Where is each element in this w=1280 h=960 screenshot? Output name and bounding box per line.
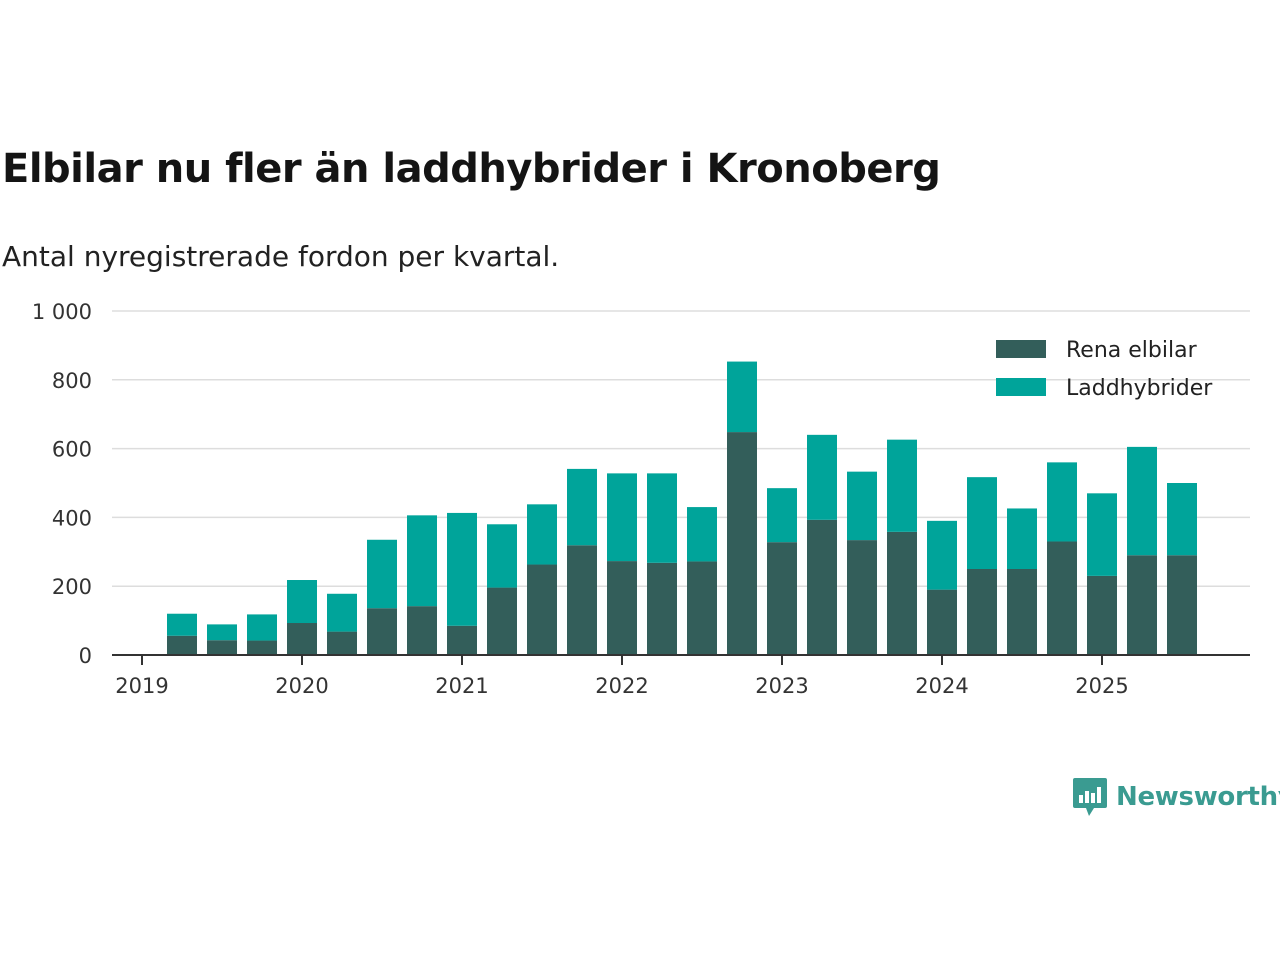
legend-swatch-elbilar <box>996 340 1046 358</box>
brand-name: Newsworthy <box>1116 782 1280 812</box>
bar-elbilar <box>527 564 557 655</box>
bar-elbilar <box>727 432 757 655</box>
y-tick-label: 1 000 <box>32 300 92 324</box>
y-tick-label: 800 <box>52 369 92 393</box>
chart-subtitle: Antal nyregistrerade fordon per kvartal. <box>2 240 560 273</box>
bar-elbilar <box>447 625 477 655</box>
bar-elbilar <box>1087 575 1117 655</box>
bar-elbilar <box>607 561 637 655</box>
bar-laddhybrider <box>1087 493 1117 576</box>
bar-elbilar <box>687 561 717 655</box>
bar-elbilar <box>767 542 797 655</box>
bar-laddhybrider <box>1047 462 1077 542</box>
x-tick-label: 2025 <box>1075 674 1128 698</box>
bar-laddhybrider <box>1007 508 1037 569</box>
bar-laddhybrider <box>407 515 437 607</box>
bar-laddhybrider <box>527 504 557 565</box>
legend: Rena elbilar Laddhybrider <box>996 338 1213 401</box>
bar-laddhybrider <box>567 468 597 546</box>
bar-laddhybrider <box>1167 483 1197 556</box>
bar-elbilar <box>407 606 437 655</box>
y-axis-ticks: 0 200 400 600 800 1 000 <box>32 300 92 668</box>
legend-label-laddhybrider: Laddhybrider <box>1066 376 1213 401</box>
bar-laddhybrider <box>647 473 677 563</box>
bar-laddhybrider <box>727 361 757 433</box>
legend-label-elbilar: Rena elbilar <box>1066 338 1198 363</box>
bar-laddhybrider <box>927 520 957 590</box>
x-tick-label: 2024 <box>915 674 968 698</box>
bar-laddhybrider <box>367 539 397 609</box>
bar-laddhybrider <box>487 524 517 588</box>
bar-elbilar <box>1007 569 1037 655</box>
bar-elbilar <box>287 623 317 655</box>
bar-elbilar <box>367 608 397 655</box>
x-tick-label: 2019 <box>115 674 168 698</box>
bar-laddhybrider <box>207 624 237 641</box>
bars <box>167 361 1197 655</box>
bar-laddhybrider <box>887 439 917 532</box>
bar-elbilar <box>1047 541 1077 655</box>
bar-elbilar <box>567 545 597 655</box>
y-tick-label: 200 <box>52 575 92 599</box>
bar-elbilar <box>487 587 517 655</box>
x-tick-label: 2022 <box>595 674 648 698</box>
bar-laddhybrider <box>807 434 837 520</box>
bar-laddhybrider <box>167 613 197 636</box>
bar-elbilar <box>887 531 917 655</box>
bar-elbilar <box>927 589 957 655</box>
bar-elbilar <box>207 640 237 655</box>
y-tick-label: 0 <box>79 644 92 668</box>
bar-laddhybrider <box>967 477 997 569</box>
bar-elbilar <box>807 519 837 655</box>
bar-laddhybrider <box>287 580 317 624</box>
bar-elbilar <box>247 640 277 655</box>
bar-elbilar <box>1127 555 1157 655</box>
bar-elbilar <box>647 562 677 655</box>
bar-laddhybrider <box>247 614 277 641</box>
x-tick-label: 2021 <box>435 674 488 698</box>
y-tick-label: 400 <box>52 506 92 530</box>
chart-title: Elbilar nu fler än laddhybrider i Kronob… <box>2 146 941 192</box>
legend-swatch-laddhybrider <box>996 378 1046 396</box>
newsworthy-logo-icon <box>1073 778 1107 816</box>
bar-laddhybrider <box>447 512 477 626</box>
x-tick-label: 2020 <box>275 674 328 698</box>
brand-logo: Newsworthy <box>1072 776 1280 818</box>
x-axis: 2019 2020 2021 2022 2023 2024 2025 <box>112 654 1250 698</box>
bar-elbilar <box>1167 555 1197 655</box>
bar-laddhybrider <box>607 473 637 562</box>
bar-elbilar <box>167 635 197 655</box>
bar-laddhybrider <box>1127 446 1157 556</box>
bar-elbilar <box>327 631 357 655</box>
y-tick-label: 600 <box>52 438 92 462</box>
bar-laddhybrider <box>687 507 717 562</box>
bar-elbilar <box>847 540 877 655</box>
bar-elbilar <box>967 569 997 655</box>
x-tick-label: 2023 <box>755 674 808 698</box>
bar-laddhybrider <box>847 471 877 541</box>
bar-laddhybrider <box>767 488 797 543</box>
bar-laddhybrider <box>327 593 357 632</box>
